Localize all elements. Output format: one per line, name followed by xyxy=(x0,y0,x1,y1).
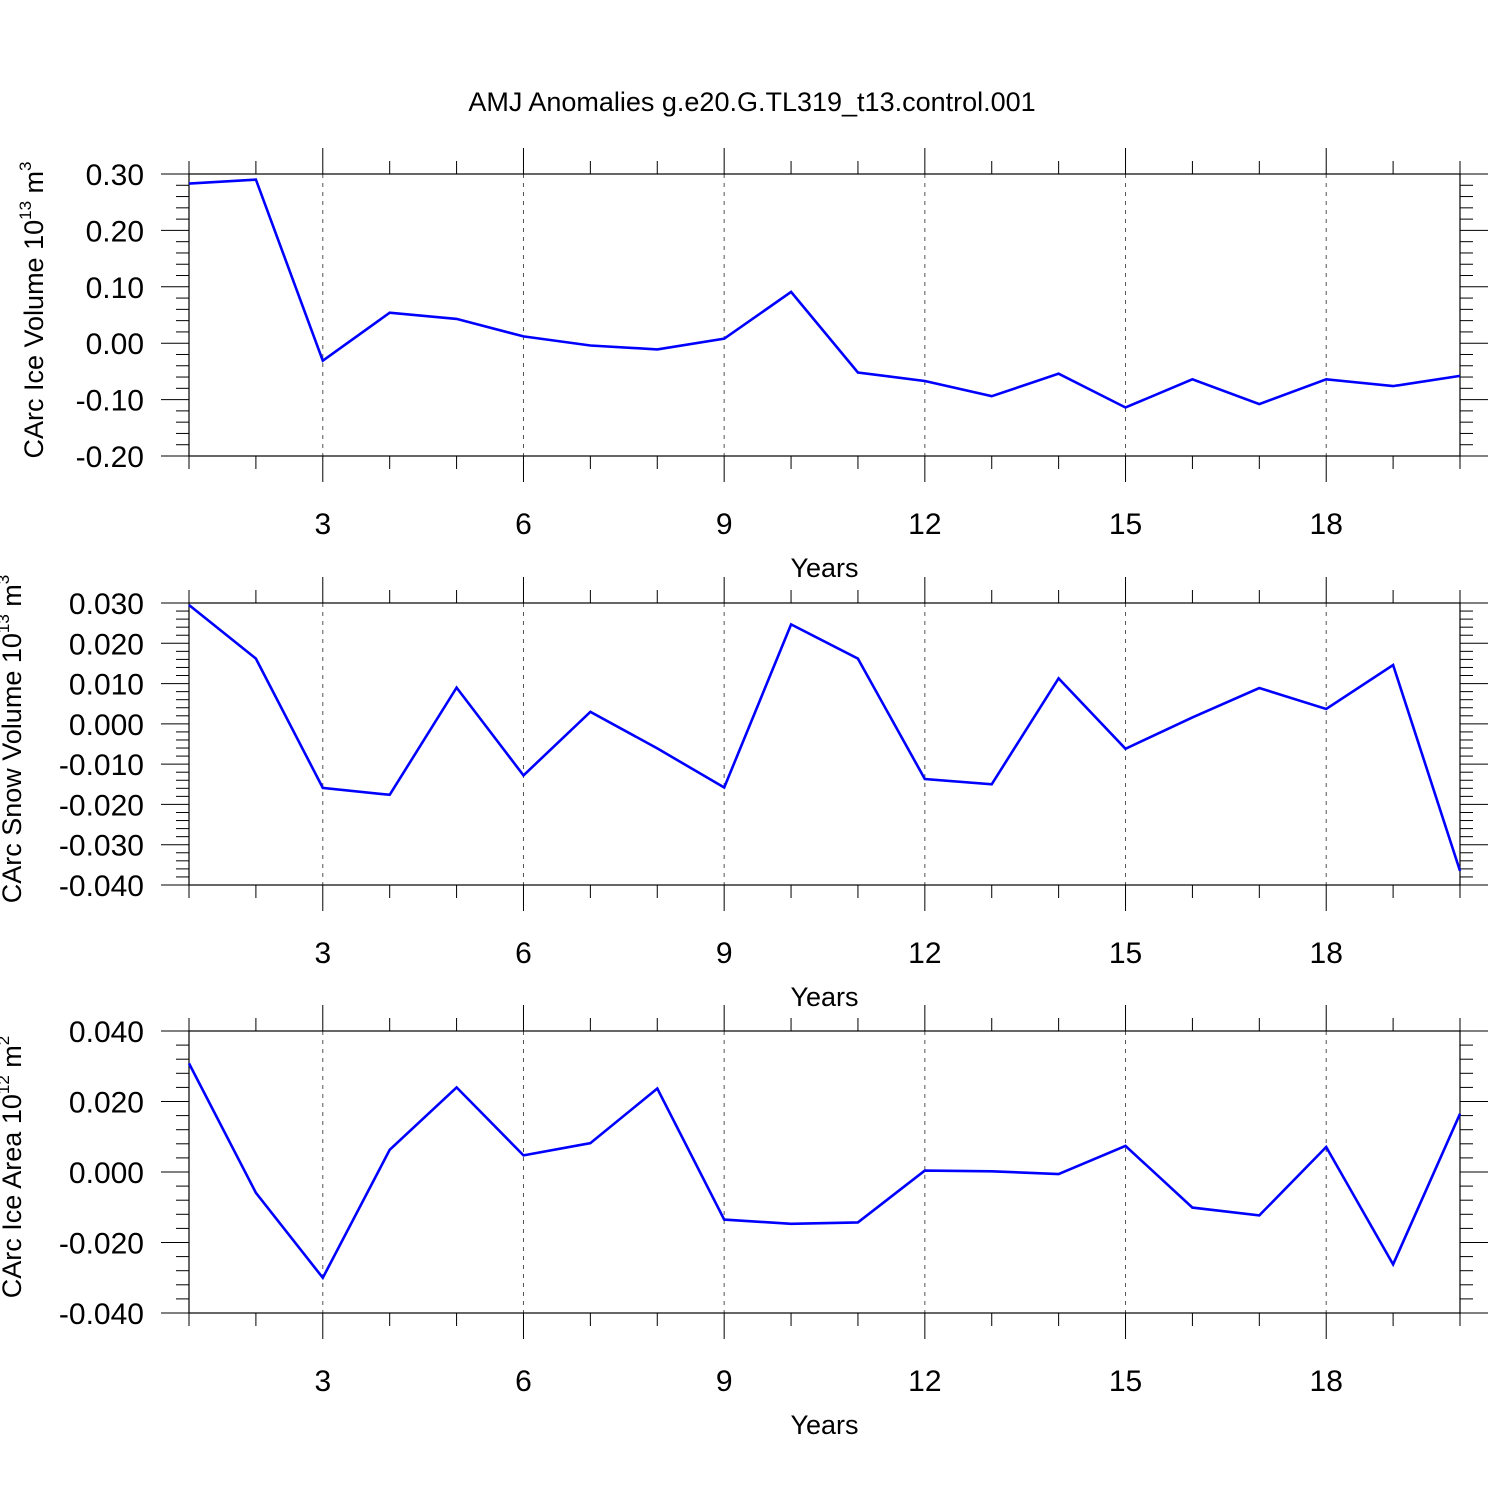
y-tick-label: 0.020 xyxy=(69,1087,144,1120)
chart-panel-2: -0.040 -0.030 -0.020 -0.010 0.000 0.010 0.020 0… xyxy=(0,575,1488,1012)
y-axis-label: CArc Ice Area 1012 m2 xyxy=(0,1036,27,1299)
panels: -0.20 -0.10 0.00 0.10 0.20 0.30 3 6 9 12 15 18 Years… xyxy=(0,148,1488,1440)
y-tick-label: 0.040 xyxy=(69,1016,144,1049)
x-tick-label: 18 xyxy=(1310,1365,1343,1398)
y-tick-label: 0.030 xyxy=(69,588,144,621)
y-tick-label: 0.000 xyxy=(69,1157,144,1190)
y-tick-label: -0.020 xyxy=(59,789,144,822)
x-tick-label: 6 xyxy=(515,508,532,541)
x-tick-label: 6 xyxy=(515,1365,532,1398)
y-axis-label-text: CArc Ice Area 10 xyxy=(0,1094,27,1298)
y-tick-label: -0.020 xyxy=(59,1228,144,1261)
plot-frame xyxy=(188,602,1461,886)
y-axis-label-unit: m xyxy=(0,584,27,614)
series-line xyxy=(188,603,1462,872)
x-tick-label: 15 xyxy=(1109,1365,1142,1398)
y-axis-label: CArc Snow Volume 1013 m3 xyxy=(0,575,27,904)
chart-panel-1: -0.20 -0.10 0.00 0.10 0.20 0.30 3 6 9 12 15 18 Years… xyxy=(16,148,1488,583)
y-axis-label-unit-exponent: 3 xyxy=(16,161,35,170)
y-axis-label-exponent: 12 xyxy=(0,1075,13,1094)
x-tick-label: 18 xyxy=(1310,508,1343,541)
y-axis-label-unit-exponent: 3 xyxy=(0,575,13,584)
y-tick-label: -0.010 xyxy=(59,749,144,782)
x-tick-label: 9 xyxy=(716,937,733,970)
y-tick-label: -0.040 xyxy=(59,1298,144,1331)
series-line xyxy=(188,178,1461,409)
x-tick-label: 12 xyxy=(908,1365,941,1398)
y-tick-label: 0.000 xyxy=(69,709,144,742)
y-tick-label: -0.10 xyxy=(76,385,144,418)
y-axis-label-text: CArc Ice Volume 10 xyxy=(19,220,49,459)
chart-panel-3: -0.040 -0.020 0.000 0.020 0.040 3 6 9 12 15 18 Year… xyxy=(0,1005,1488,1440)
plot-frame xyxy=(188,173,1461,457)
x-axis-label: Years xyxy=(790,982,858,1012)
x-tick-label: 12 xyxy=(908,937,941,970)
x-tick-label: 3 xyxy=(314,937,331,970)
y-tick-label: 0.20 xyxy=(86,215,144,248)
y-tick-label: -0.030 xyxy=(59,830,144,863)
x-tick-label: 12 xyxy=(908,508,941,541)
x-tick-label: 15 xyxy=(1109,937,1142,970)
x-tick-label: 9 xyxy=(716,508,733,541)
y-tick-label: 0.00 xyxy=(86,328,144,361)
y-tick-label: 0.30 xyxy=(86,159,144,192)
y-tick-label: -0.20 xyxy=(76,441,144,474)
y-axis-label-unit: m xyxy=(19,171,49,201)
x-tick-label: 15 xyxy=(1109,508,1142,541)
x-tick-label: 9 xyxy=(716,1365,733,1398)
y-tick-label: 0.020 xyxy=(69,628,144,661)
y-tick-label: 0.010 xyxy=(69,669,144,702)
y-axis-label-exponent: 13 xyxy=(0,614,13,633)
y-tick-label: 0.10 xyxy=(86,272,144,305)
x-tick-label: 3 xyxy=(314,1365,331,1398)
y-axis-label-exponent: 13 xyxy=(16,201,35,220)
chart-title: AMJ Anomalies g.e20.G.TL319_t13.control.… xyxy=(468,87,1035,117)
x-tick-label: 18 xyxy=(1310,937,1343,970)
y-axis-label-unit: m xyxy=(0,1045,27,1075)
plot-frame xyxy=(188,1030,1461,1314)
x-tick-label: 3 xyxy=(314,508,331,541)
y-axis-label-unit-exponent: 2 xyxy=(0,1036,13,1045)
x-axis-label: Years xyxy=(790,553,858,583)
x-axis-label: Years xyxy=(790,1410,858,1440)
x-tick-label: 6 xyxy=(515,937,532,970)
y-axis-label: CArc Ice Volume 1013 m3 xyxy=(16,161,49,458)
y-axis-label-text: CArc Snow Volume 10 xyxy=(0,633,27,903)
series-line xyxy=(187,1062,1462,1281)
y-tick-label: -0.040 xyxy=(59,870,144,903)
